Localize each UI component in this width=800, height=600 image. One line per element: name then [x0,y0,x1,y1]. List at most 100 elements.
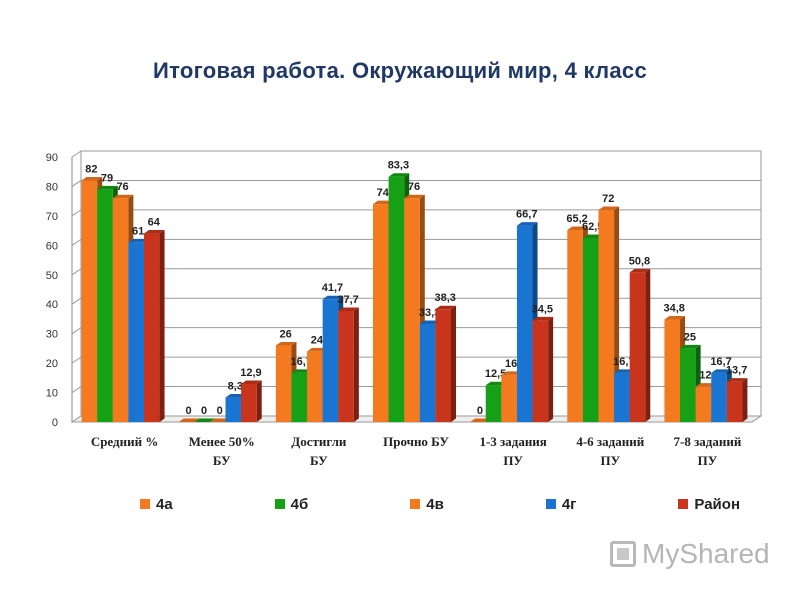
bar-top [614,369,635,373]
bar [629,272,646,422]
bar-side [451,305,456,422]
data-label: 12,9 [240,367,261,379]
data-label: 62,5 [582,221,603,233]
bar-top [598,206,620,210]
y-tick-label: 90 [46,152,58,164]
bar-side [256,380,262,422]
bar [81,180,98,422]
watermark-logo: MyShared [610,538,770,570]
data-label: 82 [85,164,97,176]
bar-top [128,238,149,243]
gridline-side [71,356,82,364]
data-label: 76 [116,181,128,193]
x-tick-label: Менее 50% [189,434,255,449]
x-tick-label: БУ [213,453,231,468]
bar-top [664,316,686,320]
y-tick-label: 70 [46,211,58,223]
bar [225,397,242,422]
bar-side [548,316,554,422]
bar [97,189,113,422]
y-tick-label: 20 [46,358,58,370]
x-tick-label: БУ [310,453,328,468]
bar-top [194,418,215,422]
data-label: 65,2 [566,213,587,225]
bar-top [275,341,297,346]
legend-swatch [678,499,689,509]
y-tick-label: 80 [46,181,58,193]
x-tick-label: 1-3 задания [479,434,546,449]
y-tick-label: 50 [46,270,58,282]
data-label: 41,7 [322,282,343,294]
legend-swatch [274,499,285,509]
legend-item: 4г [545,496,576,513]
x-tick-label: ПУ [503,453,523,468]
legend-swatch [410,499,421,509]
legend-label: 4в [426,495,444,513]
data-label: 16,7 [710,356,731,368]
bar [112,198,129,422]
bar-top [307,347,328,352]
watermark-text: MyShared [642,538,770,569]
data-label: 0 [477,405,483,417]
data-label: 66,7 [516,209,537,221]
bar [680,348,696,422]
bar-top [726,378,748,382]
x-tick-label: ПУ [600,453,620,468]
bar [143,233,160,422]
y-tick-label: 30 [46,329,58,341]
bar-top [225,394,247,398]
data-label: 12,5 [485,368,506,380]
bar-top [241,380,262,385]
bar-top [629,268,651,273]
data-label: 0 [185,405,191,417]
bar-top [112,194,134,199]
legend-item: 4в [410,496,444,513]
bar-top [209,418,231,422]
gridline-side [71,386,82,393]
bar-top [567,226,588,231]
bar [322,299,339,422]
data-label: 26 [280,328,292,340]
y-tick-label: 0 [52,417,58,429]
bar-top [470,418,491,422]
bar-top [435,305,456,310]
bar [128,242,144,422]
bar-top [291,369,313,373]
legend-item: 4б [274,496,308,513]
bar-top [322,295,344,300]
data-label: 64 [148,217,161,229]
data-label: 8,3 [228,381,243,393]
bar-top [711,369,732,373]
presentation-icon [610,541,636,567]
data-label: 50,8 [629,255,650,267]
data-label: 61 [132,225,144,237]
y-tick-label: 10 [46,388,58,400]
data-label: 34,8 [664,303,685,315]
legend-swatch [140,499,150,509]
gridline-side [71,238,82,246]
x-tick-label: Прочно БУ [383,434,449,449]
x-tick-label: 7-8 заданий [673,434,741,449]
data-label: 12 [699,370,711,382]
data-label: 33,3 [419,307,440,319]
x-tick-label: ПУ [698,453,718,468]
bar-side [159,230,165,422]
bar [307,351,323,422]
data-label: 37,7 [337,294,358,306]
bar-side [614,206,620,422]
legend-item: 4а [140,496,173,513]
bar [241,384,257,422]
bar-top [338,307,359,311]
bar [664,319,681,422]
bar [695,386,712,422]
bar [532,320,549,422]
x-tick-label: Средний % [91,434,159,449]
bar-top [695,383,717,387]
data-label: 38,3 [434,292,455,304]
legend-item: Район [678,496,740,513]
bar [598,210,615,422]
gridline-side [71,209,82,217]
bar [275,345,292,422]
x-tick-label: Достигли [291,434,347,449]
